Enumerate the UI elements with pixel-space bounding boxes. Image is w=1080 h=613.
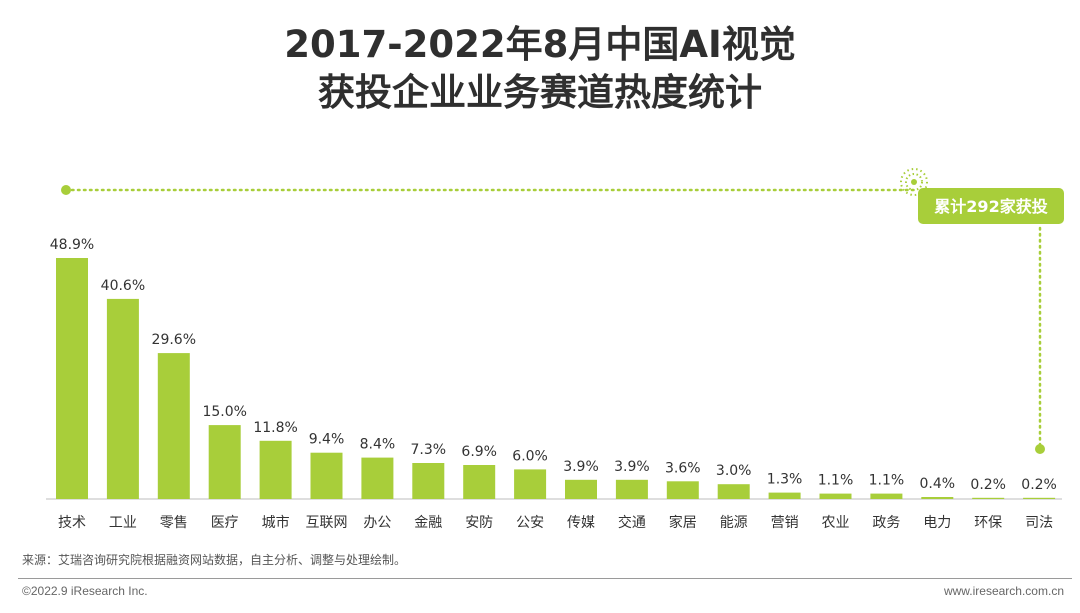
category-label-17: 政务 [872, 515, 900, 531]
bar-15 [768, 492, 801, 499]
bar-5 [259, 440, 292, 499]
category-label-1: 技术 [58, 515, 86, 531]
annotation-badge [918, 188, 1064, 224]
value-label-6: 9.4% [309, 432, 345, 448]
value-label-2: 40.6% [101, 278, 145, 294]
category-label-13: 家居 [669, 514, 697, 531]
category-label-2: 工业 [109, 515, 137, 531]
category-label-4: 医疗 [211, 515, 239, 531]
chart-title-line-2: 获投企业业务赛道热度统计 [318, 71, 762, 114]
bar-16 [819, 493, 852, 499]
value-label-17: 1.1% [869, 473, 905, 489]
bar-13 [666, 481, 699, 499]
category-label-11: 传媒 [567, 515, 595, 531]
annotation-label: 累计292家获投 [934, 197, 1047, 216]
value-label-4: 15.0% [202, 404, 246, 420]
value-label-14: 3.0% [716, 463, 752, 479]
category-label-14: 能源 [720, 515, 748, 531]
copyright: ©2022.9 iResearch Inc. [22, 584, 148, 598]
value-label-7: 8.4% [360, 437, 396, 453]
category-label-5: 城市 [262, 514, 290, 531]
value-label-15: 1.3% [767, 472, 803, 488]
bar-19 [972, 497, 1005, 499]
category-label-8: 金融 [414, 515, 442, 531]
bar-1 [56, 258, 88, 499]
category-label-3: 零售 [160, 515, 188, 531]
category-label-7: 办公 [363, 515, 391, 531]
bar-chart: 累计292家获投 48.9% 技术 40.6% 工业 29.6% 零售 15.0% 医疗 11.… [46, 168, 1064, 531]
value-label-1: 48.9% [50, 237, 94, 253]
value-label-3: 29.6% [152, 332, 196, 348]
category-label-6: 互联网 [306, 515, 348, 531]
category-label-19: 环保 [974, 515, 1002, 531]
value-label-12: 3.9% [614, 459, 650, 475]
bar-10 [514, 469, 547, 499]
bar-4 [208, 425, 241, 499]
value-label-18: 0.4% [920, 476, 956, 492]
bar-18 [921, 497, 954, 499]
total-annotation: 累计292家获投 [61, 168, 1064, 454]
radar-icon [900, 168, 928, 196]
bar-8 [412, 463, 445, 499]
annotation-start-dot [61, 185, 71, 195]
annotation-end-dot [1035, 444, 1045, 454]
bar-6 [310, 452, 343, 499]
bar-20 [1023, 497, 1056, 499]
bar-3 [157, 353, 190, 499]
bar-2 [106, 298, 139, 499]
bar-9 [463, 465, 496, 499]
value-label-8: 7.3% [411, 442, 447, 458]
category-label-16: 农业 [822, 515, 850, 531]
value-label-5: 11.8% [253, 420, 297, 436]
category-label-9: 安防 [465, 515, 493, 531]
bar-11 [565, 479, 597, 499]
value-label-11: 3.9% [563, 459, 599, 475]
bar-12 [615, 479, 648, 499]
footer-divider [18, 578, 1072, 579]
chart-title-line-1: 2017-2022年8月中国AI视觉 [284, 23, 796, 66]
category-label-18: 电力 [923, 515, 951, 531]
value-label-19: 0.2% [970, 477, 1006, 493]
category-label-12: 交通 [618, 514, 646, 531]
value-label-16: 1.1% [818, 473, 854, 489]
category-label-20: 司法 [1025, 515, 1053, 531]
value-label-13: 3.6% [665, 460, 701, 476]
value-label-20: 0.2% [1021, 477, 1057, 493]
source-note: 来源：艾瑞咨询研究院根据融资网站数据，自主分析、调整与处理绘制。 [22, 553, 407, 567]
website-url: www.iresearch.com.cn [943, 584, 1064, 598]
bar-17 [870, 493, 903, 499]
bar-7 [361, 457, 394, 499]
value-label-10: 6.0% [512, 448, 548, 464]
bar-14 [717, 484, 750, 499]
value-label-9: 6.9% [461, 444, 497, 460]
category-label-10: 公安 [516, 515, 544, 531]
category-label-15: 营销 [771, 515, 799, 531]
